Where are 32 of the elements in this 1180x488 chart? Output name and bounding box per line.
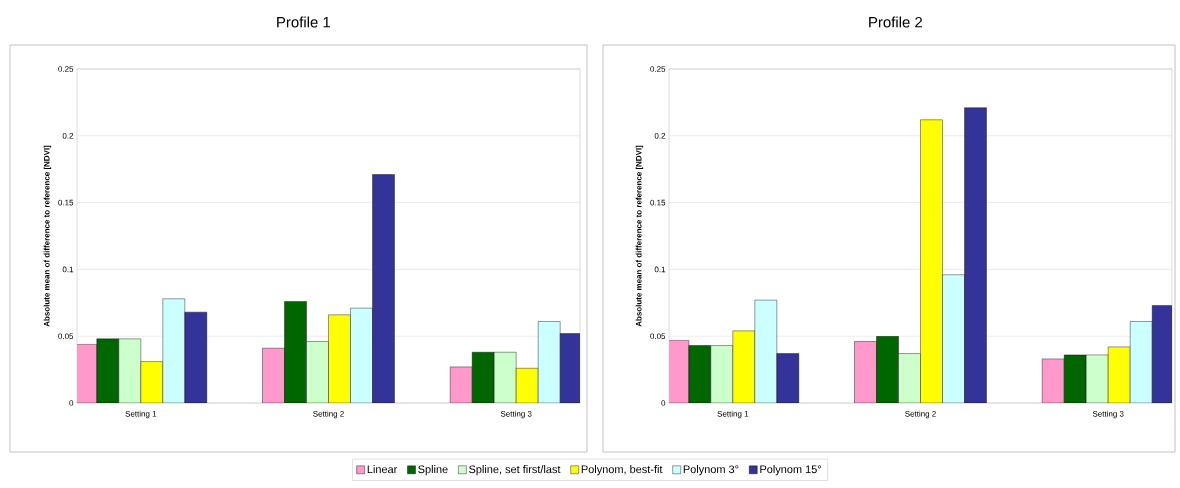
bar <box>710 345 734 403</box>
legend-label: Polynom, best-fit <box>581 465 663 476</box>
bar <box>754 299 778 403</box>
legend-label: Spline, set first/last <box>469 465 561 476</box>
legend-label: Linear <box>367 465 398 474</box>
bar <box>732 330 756 403</box>
bar <box>162 298 186 403</box>
bar <box>350 307 373 403</box>
bar <box>493 352 517 403</box>
bar <box>688 345 712 403</box>
bar <box>284 301 307 403</box>
bar <box>118 338 142 403</box>
bar <box>328 314 351 403</box>
bar <box>920 119 943 403</box>
chart-title: Profile 2 <box>869 16 922 28</box>
legend-label: Polynom 3° <box>683 465 739 476</box>
bar <box>140 361 164 403</box>
bar <box>898 353 921 403</box>
chart-title: Profile 1 <box>277 16 331 28</box>
bar <box>96 338 120 403</box>
bar <box>876 336 899 403</box>
legend-label: Polynom 15° <box>760 465 821 476</box>
bar <box>1108 346 1131 403</box>
bar <box>516 368 539 403</box>
bar <box>1064 354 1087 403</box>
bar <box>1130 321 1153 403</box>
bar <box>306 341 329 403</box>
bar <box>471 352 495 403</box>
bar <box>538 321 561 403</box>
bar <box>942 274 965 403</box>
bar <box>1086 354 1109 403</box>
legend-label: Spline <box>418 465 448 476</box>
